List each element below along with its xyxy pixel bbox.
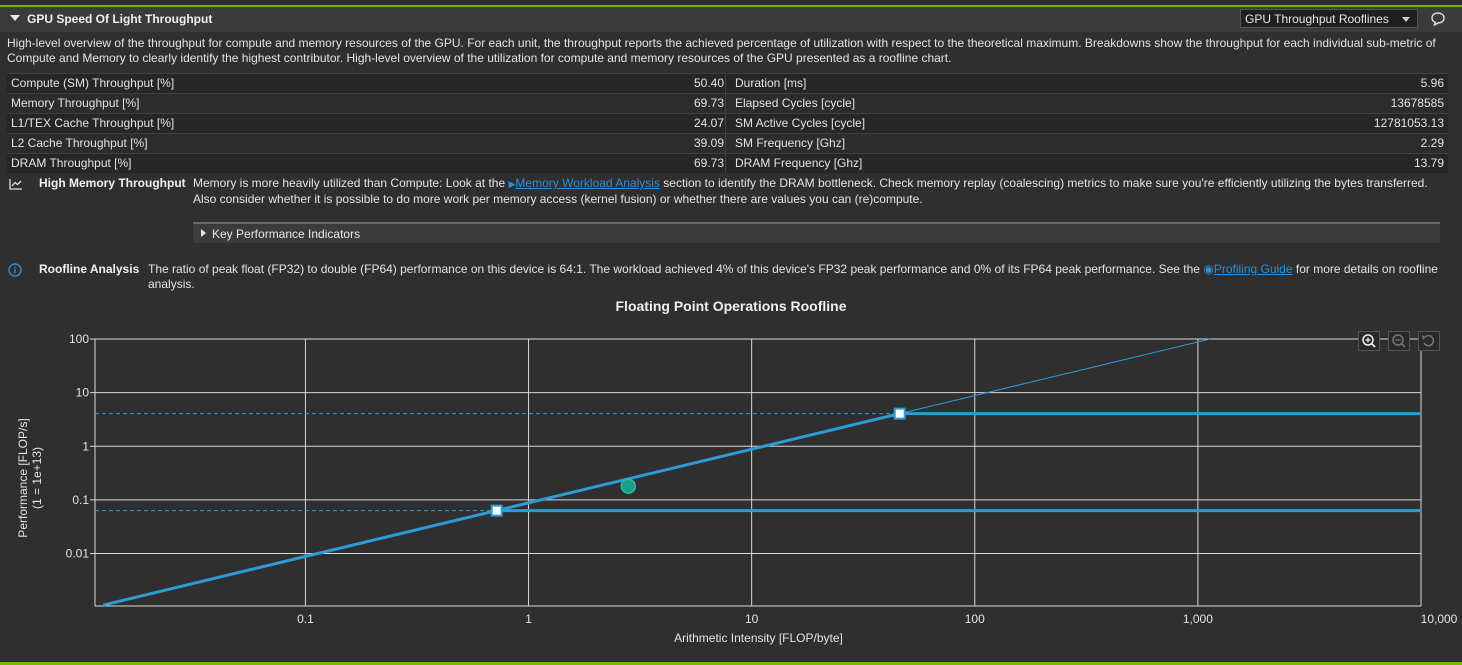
table-row: Memory Throughput [%] 69.73 Elapsed Cycl… <box>7 93 1448 113</box>
column-divider <box>725 94 726 113</box>
section-title: GPU Speed Of Light Throughput <box>27 12 213 26</box>
memory-roof-extension <box>899 338 1211 415</box>
achieved-performance-point <box>620 478 637 494</box>
ridge-point-fp64 <box>490 504 503 517</box>
x-tick-label: 1,000 <box>1183 612 1213 626</box>
reset-zoom-button[interactable] <box>1418 331 1440 351</box>
roofline-rule: Roofline Analysis The ratio of peak floa… <box>7 262 1452 294</box>
metric-label: DRAM Throughput [%] <box>11 156 132 170</box>
metric-value: 24.07 <box>693 116 724 130</box>
x-axis-label: Arithmetic Intensity [FLOP/byte] <box>674 631 843 645</box>
table-row: DRAM Throughput [%] 69.73 DRAM Frequency… <box>7 153 1448 173</box>
table-row: L2 Cache Throughput [%] 39.09 SM Frequen… <box>7 133 1448 153</box>
zoom-out-icon <box>1392 334 1406 348</box>
rule-text-part: Also consider whether it is possible to … <box>193 192 923 206</box>
rule-label: Roofline Analysis <box>39 262 140 276</box>
table-row: Compute (SM) Throughput [%] 50.40 Durati… <box>7 73 1448 93</box>
metric-label: SM Active Cycles [cycle] <box>735 116 866 130</box>
rule-text: Memory is more heavily utilized than Com… <box>193 176 1443 207</box>
metric-label: DRAM Frequency [Ghz] <box>735 156 863 170</box>
metric-value: 13678585 <box>1390 96 1444 110</box>
metric-value: 50.40 <box>693 76 724 90</box>
y-tick-label: 0.01 <box>66 547 90 561</box>
x-tick-label: 10,000 <box>1421 612 1458 626</box>
metric-value: 39.09 <box>693 136 724 150</box>
reset-icon <box>1422 334 1435 347</box>
metric-value: 2.29 <box>1420 136 1444 150</box>
memory-workload-link[interactable]: Memory Workload Analysis <box>515 176 660 190</box>
section-description: High-level overview of the throughput fo… <box>7 36 1436 65</box>
zoom-in-icon <box>1362 334 1376 348</box>
rule-text-part: The ratio of peak float (FP32) to double… <box>148 262 1200 276</box>
rule-text-part: Memory is more heavily utilized than Com… <box>193 176 506 190</box>
line-chart-icon <box>9 179 22 190</box>
table-row: L1/TEX Cache Throughput [%] 24.07 SM Act… <box>7 113 1448 133</box>
y-tick-label: 100 <box>69 332 89 346</box>
roofline-chart[interactable]: 0.01 0.1 1 10 100 0.1 1 10 100 1,000 10,000 <box>0 320 1462 630</box>
section-bottom-accent <box>0 662 1462 665</box>
x-tick-label: 0.1 <box>297 612 314 626</box>
y-tick-label: 0.1 <box>72 493 89 507</box>
y-tick-label: 10 <box>76 386 90 400</box>
metric-label: SM Frequency [Ghz] <box>735 136 846 150</box>
globe-icon: ◉ <box>1203 262 1214 276</box>
section-top-accent <box>0 5 1462 7</box>
metrics-table: Compute (SM) Throughput [%] 50.40 Durati… <box>7 73 1448 173</box>
metric-value: 69.73 <box>693 156 724 170</box>
zoom-in-button[interactable] <box>1358 331 1380 351</box>
rule-text: The ratio of peak float (FP32) to double… <box>148 262 1443 292</box>
x-tick-label: 10 <box>745 612 759 626</box>
metric-label: L1/TEX Cache Throughput [%] <box>11 116 175 130</box>
roofline-select[interactable]: GPU Throughput Rooflines <box>1240 9 1418 28</box>
column-divider <box>725 154 726 173</box>
x-tick-label: 1 <box>525 612 532 626</box>
column-divider <box>725 114 726 133</box>
y-axis-label-main: Performance [FLOP/s] <box>16 418 30 538</box>
metric-label: Elapsed Cycles [cycle] <box>735 96 856 110</box>
memory-rule: High Memory Throughput Memory is more he… <box>7 176 1452 216</box>
comment-icon[interactable] <box>1430 11 1446 27</box>
x-tick-label: 100 <box>965 612 985 626</box>
metric-value: 5.96 <box>1420 76 1444 90</box>
y-tick-label: 1 <box>82 439 89 453</box>
ridge-point-fp32 <box>893 407 906 420</box>
info-icon <box>8 263 22 277</box>
metric-label: Compute (SM) Throughput [%] <box>11 76 175 90</box>
rule-label: High Memory Throughput <box>39 176 186 190</box>
y-axis-label-sub: (1 = 1e+13) <box>30 446 44 510</box>
metric-value: 13.79 <box>1413 156 1444 170</box>
kpi-expander[interactable]: Key Performance Indicators <box>193 222 1440 243</box>
column-divider <box>725 74 726 93</box>
zoom-out-button[interactable] <box>1388 331 1410 351</box>
roofline-select-value: GPU Throughput Rooflines <box>1245 12 1389 26</box>
kpi-label: Key Performance Indicators <box>212 227 361 241</box>
chart-title: Floating Point Operations Roofline <box>615 298 847 314</box>
rule-text-part: section to identify the DRAM bottleneck.… <box>663 176 1428 190</box>
profiling-guide-link[interactable]: Profiling Guide <box>1213 262 1293 276</box>
column-divider <box>725 134 726 153</box>
metric-label: Duration [ms] <box>735 76 807 90</box>
metric-value: 69.73 <box>693 96 724 110</box>
metric-label: L2 Cache Throughput [%] <box>11 136 148 150</box>
expand-triangle-icon[interactable] <box>201 229 206 237</box>
metric-label: Memory Throughput [%] <box>11 96 140 110</box>
rule-text-part: for more details on roofline analysis. <box>148 262 1438 291</box>
metric-value: 12781053.13 <box>1373 116 1444 130</box>
section-header[interactable]: GPU Speed Of Light Throughput GPU Throug… <box>0 7 1462 32</box>
chevron-down-icon <box>1402 17 1410 22</box>
link-arrow-icon: ▶ <box>508 179 516 189</box>
y-axis-label: Performance [FLOP/s] (1 = 1e+13) <box>16 418 44 537</box>
collapse-triangle-icon[interactable] <box>10 15 20 21</box>
